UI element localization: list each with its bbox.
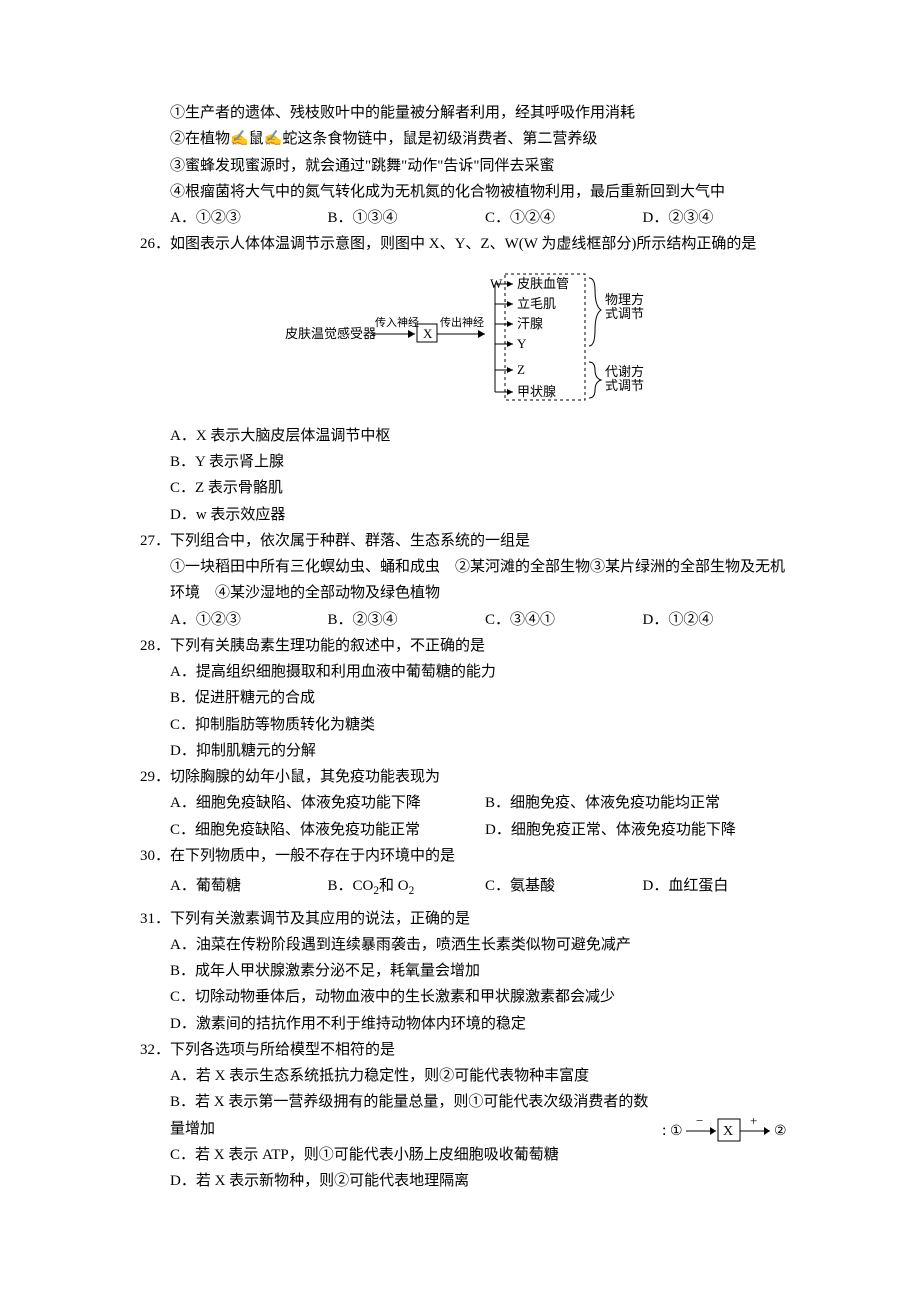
q32-figure-svg: : ① − X + ② [660, 1113, 800, 1147]
q30: 30． 在下列物质中，一般不存在于内环境中的是 [140, 843, 800, 869]
diagram-target-6: 甲状腺 [517, 384, 556, 399]
q26-option-a: A．X 表示大脑皮层体温调节中枢 [140, 423, 800, 449]
diagram-right-label-2a: 代谢方 [605, 364, 644, 379]
q28-number: 28． [140, 633, 170, 659]
q30-text: 在下列物质中，一般不存在于内环境中的是 [170, 843, 800, 869]
q26: 26． 如图表示人体体温调节示意图，则图中 X、Y、Z、W(W 为虚线框部分)所… [140, 231, 800, 257]
q25-option-a: A．①②③ [170, 205, 328, 231]
q29-option-d: D．细胞免疫正常、体液免疫功能下降 [485, 817, 800, 843]
q30-option-a: A．葡萄糖 [170, 873, 328, 902]
q26-text: 如图表示人体体温调节示意图，则图中 X、Y、Z、W(W 为虚线框部分)所示结构正… [170, 231, 800, 257]
q32-text: 下列各选项与所给模型不相符的是 [170, 1037, 800, 1063]
q26-option-d: D．w 表示效应器 [140, 502, 800, 528]
q25-option-b: B．①③④ [328, 205, 486, 231]
diagram-target-1: 皮肤血管 [517, 276, 569, 291]
diagram-target-3: 汗腺 [517, 316, 543, 331]
q30-option-b: B．CO2和 O2 [328, 873, 486, 902]
q29-option-b: B．细胞免疫、体液免疫功能均正常 [485, 790, 800, 816]
q28-option-a: A．提高组织细胞摄取和利用血液中葡萄糖的能力 [140, 659, 800, 685]
q31-option-a: A．油菜在传粉阶段遇到连续暴雨袭击，喷洒生长素类似物可避免减产 [140, 932, 800, 958]
q31-option-b: B．成年人甲状腺激素分泌不足，耗氧量会增加 [140, 958, 800, 984]
q25-option-d: D．②③④ [643, 205, 801, 231]
diagram-target-4: Y [517, 336, 527, 351]
q30-number: 30． [140, 843, 170, 869]
q27-sub: ①一块稻田中所有三化螟幼虫、蛹和成虫 ②某河滩的全部生物③某片绿洲的全部生物及无… [170, 554, 800, 607]
q32-option-c: C．若 X 表示 ATP，则①可能代表小肠上皮细胞吸收葡萄糖 [140, 1142, 652, 1168]
q29-option-c: C．细胞免疫缺陷、体液免疫功能正常 [170, 817, 485, 843]
diagram-right-label-1b: 式调节 [605, 306, 644, 321]
svg-text:②: ② [774, 1124, 787, 1139]
diagram-target-5: Z [517, 362, 525, 377]
q26-diagram: .t { font-family: SimSun, serif; font-si… [140, 266, 800, 415]
q32: 32． 下列各选项与所给模型不相符的是 [140, 1037, 800, 1063]
q29: 29． 切除胸腺的幼年小鼠，其免疫功能表现为 [140, 764, 800, 790]
diagram-x-label: X [423, 326, 433, 341]
diagram-receptor-label: 皮肤温觉感受器 [285, 326, 376, 341]
q25-statement-4: ④根瘤菌将大气中的氮气转化成为无机氮的化合物被植物利用，最后重新回到大气中 [140, 179, 800, 205]
q25-option-c: C．①②④ [485, 205, 643, 231]
q30-option-c: C．氨基酸 [485, 873, 643, 902]
q32-option-a: A．若 X 表示生态系统抵抗力稳定性，则②可能代表物种丰富度 [140, 1063, 652, 1089]
svg-text:−: − [696, 1113, 703, 1128]
diagram-afferent-label: 传入神经 [375, 315, 419, 329]
q26-option-b: B．Y 表示肾上腺 [140, 449, 800, 475]
q31-number: 31． [140, 906, 170, 932]
q27-text: 下列组合中，依次属于种群、群落、生态系统的一组是 [170, 528, 800, 554]
q25-statement-2: ②在植物✍鼠✍蛇这条食物链中，鼠是初级消费者、第二营养级 [140, 126, 800, 152]
q32-option-b: B．若 X 表示第一营养级拥有的能量总量，则①可能代表次级消费者的数量增加 [140, 1089, 652, 1142]
diagram-right-label-1a: 物理方 [605, 292, 644, 307]
q27: 27． 下列组合中，依次属于种群、群落、生态系统的一组是 ①一块稻田中所有三化螟… [140, 528, 800, 607]
q32-option-d: D．若 X 表示新物种，则②可能代表地理隔离 [140, 1168, 652, 1194]
q25-statement-1: ①生产者的遗体、残枝败叶中的能量被分解者利用，经其呼吸作用消耗 [140, 100, 800, 126]
q28-option-c: C．抑制脂肪等物质转化为糖类 [140, 712, 800, 738]
svg-text:X: X [723, 1124, 733, 1139]
q27-option-d: D．①②④ [643, 607, 801, 633]
q25-statement-3: ③蜜蜂发现蜜源时，就会通过"跳舞"动作"告诉"同伴去采蜜 [140, 153, 800, 179]
q29-number: 29． [140, 764, 170, 790]
q28-option-b: B．促进肝糖元的合成 [140, 685, 800, 711]
svg-text::: : [662, 1122, 666, 1139]
diagram-branches: 皮肤血管 立毛肌 汗腺 Y Z 甲状腺 [495, 276, 569, 399]
diagram-target-2: 立毛肌 [517, 296, 556, 311]
q28-text: 下列有关胰岛素生理功能的叙述中，不正确的是 [170, 633, 800, 659]
q32-number: 32． [140, 1037, 170, 1063]
q27-option-b: B．②③④ [328, 607, 486, 633]
q26-number: 26． [140, 231, 170, 257]
diagram-efferent-label: 传出神经 [440, 315, 484, 329]
q27-option-a: A．①②③ [170, 607, 328, 633]
q31-option-c: C．切除动物垂体后，动物血液中的生长激素和甲状腺激素都会减少 [140, 984, 800, 1010]
q31-text: 下列有关激素调节及其应用的说法，正确的是 [170, 906, 800, 932]
q31-option-d: D．激素间的拮抗作用不利于维持动物体内环境的稳定 [140, 1011, 800, 1037]
q27-options: A．①②③ B．②③④ C．③④① D．①②④ [140, 607, 800, 633]
q27-number: 27． [140, 528, 170, 607]
svg-text:+: + [750, 1113, 757, 1128]
q29-text: 切除胸腺的幼年小鼠，其免疫功能表现为 [170, 764, 800, 790]
q25-options: A．①②③ B．①③④ C．①②④ D．②③④ [140, 205, 800, 231]
q29-options: A．细胞免疫缺陷、体液免疫功能下降 B．细胞免疫、体液免疫功能均正常 C．细胞免… [140, 790, 800, 843]
q29-option-a: A．细胞免疫缺陷、体液免疫功能下降 [170, 790, 485, 816]
q27-option-c: C．③④① [485, 607, 643, 633]
q32-figure: : ① − X + ② [652, 1063, 800, 1156]
q31: 31． 下列有关激素调节及其应用的说法，正确的是 [140, 906, 800, 932]
q30-option-d: D．血红蛋白 [643, 873, 801, 902]
svg-text:①: ① [670, 1124, 683, 1139]
diagram-right-label-2b: 式调节 [605, 378, 644, 393]
q28: 28． 下列有关胰岛素生理功能的叙述中，不正确的是 [140, 633, 800, 659]
q30-options: A．葡萄糖 B．CO2和 O2 C．氨基酸 D．血红蛋白 [140, 869, 800, 906]
q26-option-c: C．Z 表示骨骼肌 [140, 475, 800, 501]
q26-diagram-svg: .t { font-family: SimSun, serif; font-si… [275, 266, 665, 406]
q28-option-d: D．抑制肌糖元的分解 [140, 738, 800, 764]
